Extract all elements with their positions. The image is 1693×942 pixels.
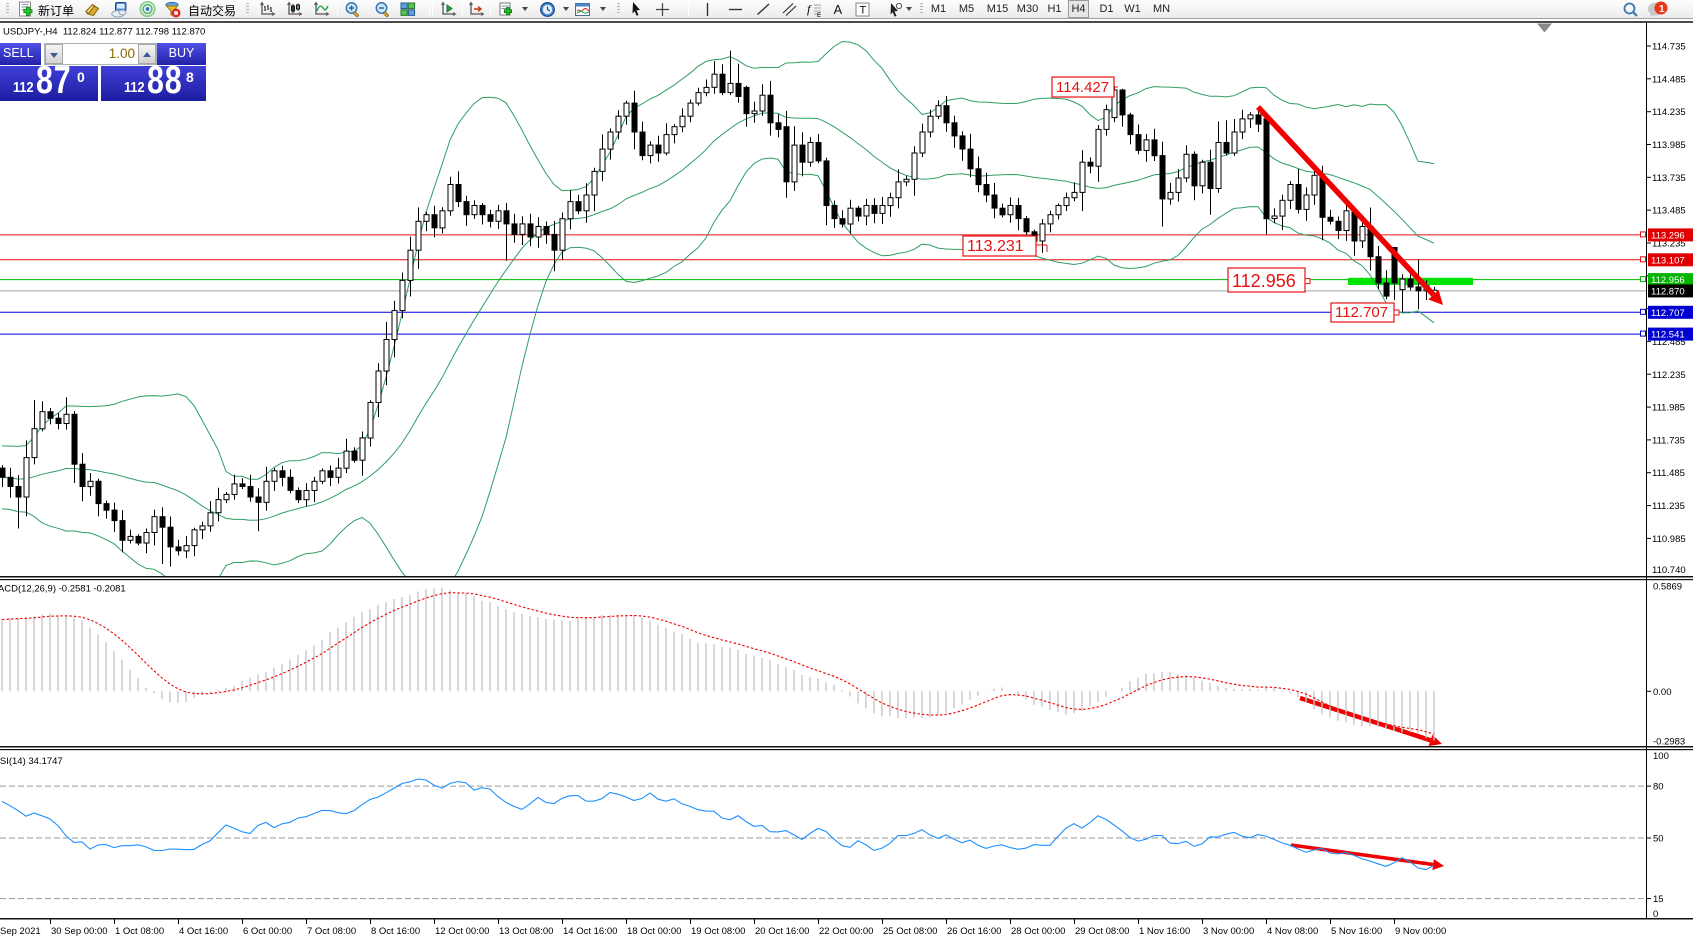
svg-text:112.235: 112.235 [1652,370,1686,381]
svg-text:1 Oct 08:00: 1 Oct 08:00 [115,926,164,937]
svg-text:113.985: 113.985 [1652,140,1686,151]
svg-text:112.541: 112.541 [1651,330,1685,341]
svg-text:13 Oct 08:00: 13 Oct 08:00 [499,926,553,937]
svg-text:100: 100 [1653,751,1669,762]
svg-text:111.735: 111.735 [1652,435,1685,446]
svg-text:114.235: 114.235 [1652,107,1686,118]
svg-text:4 Nov 08:00: 4 Nov 08:00 [1267,926,1318,937]
svg-text:110.985: 110.985 [1652,534,1686,545]
svg-text:114.735: 114.735 [1652,42,1686,53]
svg-text:0.5869: 0.5869 [1653,582,1682,593]
svg-text:112.707: 112.707 [1335,304,1388,321]
svg-text:111.235: 111.235 [1652,501,1685,512]
svg-text:113.231: 113.231 [967,238,1024,255]
svg-text:7 Oct 08:00: 7 Oct 08:00 [307,926,356,937]
svg-text:22 Oct 00:00: 22 Oct 00:00 [819,926,873,937]
svg-text:20 Oct 16:00: 20 Oct 16:00 [755,926,809,937]
svg-text:0: 0 [1653,909,1658,920]
svg-text:8 Oct 16:00: 8 Oct 16:00 [371,926,420,937]
svg-text:19 Oct 08:00: 19 Oct 08:00 [691,926,745,937]
svg-text:RSI(14) 34.1747: RSI(14) 34.1747 [0,756,63,767]
svg-text:T: T [860,5,867,17]
svg-text:5 Nov 16:00: 5 Nov 16:00 [1331,926,1382,937]
svg-text:114.427: 114.427 [1056,79,1109,96]
svg-text:111.485: 111.485 [1652,468,1685,479]
svg-text:113.735: 113.735 [1652,173,1686,184]
svg-text:112.956: 112.956 [1651,275,1685,286]
svg-text:18 Oct 00:00: 18 Oct 00:00 [627,926,681,937]
svg-text:4 Oct 16:00: 4 Oct 16:00 [179,926,228,937]
svg-text:112.956: 112.956 [1232,271,1296,291]
svg-text:USDJPY-,H4 112.824 112.877 11: USDJPY-,H4 112.824 112.877 112.798 112.8… [3,27,205,38]
svg-text:111.985: 111.985 [1652,403,1685,414]
svg-text:113.485: 113.485 [1652,206,1686,217]
svg-text:14 Oct 16:00: 14 Oct 16:00 [563,926,617,937]
svg-text:A: A [834,2,843,17]
svg-text:110.740: 110.740 [1652,565,1686,576]
svg-text:80: 80 [1653,782,1664,793]
svg-text:-0.2983: -0.2983 [1653,737,1685,748]
svg-text:MACD(12,26,9) -0.2581 -0.2081: MACD(12,26,9) -0.2581 -0.2081 [0,584,126,595]
svg-text:6 Oct 00:00: 6 Oct 00:00 [243,926,292,937]
svg-text:3 Nov 00:00: 3 Nov 00:00 [1203,926,1254,937]
svg-text:113.107: 113.107 [1651,255,1685,266]
svg-text:15: 15 [1653,894,1664,905]
svg-text:113.235: 113.235 [1652,239,1686,250]
svg-text:28 Oct 00:00: 28 Oct 00:00 [1011,926,1065,937]
svg-text:112.707: 112.707 [1651,308,1685,319]
svg-text:30 Sep 00:00: 30 Sep 00:00 [51,926,108,937]
svg-text:114.485: 114.485 [1652,74,1686,85]
svg-text:113.296: 113.296 [1651,230,1685,241]
svg-text:0.00: 0.00 [1653,687,1672,698]
svg-text:50: 50 [1653,834,1664,845]
svg-text:Sep 2021: Sep 2021 [0,926,41,937]
svg-text:26 Oct 16:00: 26 Oct 16:00 [947,926,1001,937]
svg-text:112.485: 112.485 [1652,337,1686,348]
svg-text:112.870: 112.870 [1651,286,1685,297]
svg-text:E: E [817,13,821,18]
svg-text:25 Oct 08:00: 25 Oct 08:00 [883,926,937,937]
svg-text:1 Nov 16:00: 1 Nov 16:00 [1139,926,1190,937]
svg-text:12 Oct 00:00: 12 Oct 00:00 [435,926,489,937]
svg-text:1: 1 [1659,4,1665,15]
svg-text:29 Oct 08:00: 29 Oct 08:00 [1075,926,1129,937]
svg-text:f: f [807,2,812,16]
svg-text:9 Nov 00:00: 9 Nov 00:00 [1395,926,1446,937]
